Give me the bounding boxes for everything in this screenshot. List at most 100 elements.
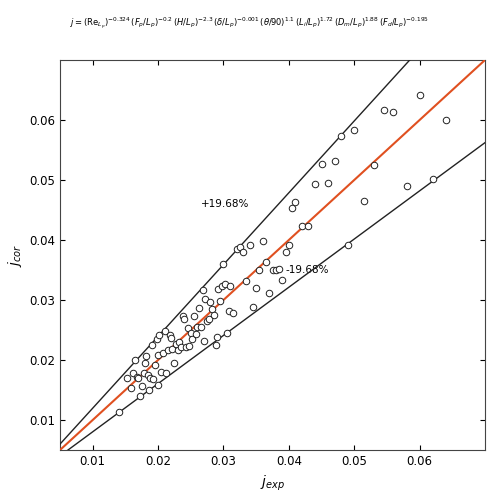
Point <box>200 337 208 345</box>
Point <box>160 348 168 356</box>
Point <box>224 306 232 314</box>
Point <box>330 156 338 164</box>
Point <box>138 382 145 390</box>
Point <box>272 266 280 274</box>
Point <box>129 369 137 377</box>
Point <box>249 302 257 310</box>
Y-axis label: $j_{cor}$: $j_{cor}$ <box>6 244 24 266</box>
Point <box>292 198 300 206</box>
Point <box>350 126 358 134</box>
Point <box>246 242 254 250</box>
Point <box>141 360 149 368</box>
Point <box>268 266 276 274</box>
Point <box>252 284 260 292</box>
Point <box>298 222 306 230</box>
Point <box>239 248 247 256</box>
Point <box>148 342 156 349</box>
Point <box>187 329 195 337</box>
Point <box>390 108 398 116</box>
Point <box>177 344 185 351</box>
Point <box>242 278 250 285</box>
Point <box>232 244 240 252</box>
Point <box>275 266 283 274</box>
Point <box>370 162 378 170</box>
Point <box>318 160 326 168</box>
Point <box>221 280 229 288</box>
Point <box>149 376 157 384</box>
Point <box>144 372 152 380</box>
Point <box>184 324 192 332</box>
Point <box>278 276 286 284</box>
Point <box>126 384 134 392</box>
Point <box>180 315 188 323</box>
Point <box>164 346 172 354</box>
Point <box>166 331 174 339</box>
Point <box>402 182 410 190</box>
Point <box>282 248 290 256</box>
Point <box>203 316 211 324</box>
Point <box>265 290 273 298</box>
X-axis label: $j_{exp}$: $j_{exp}$ <box>260 474 285 492</box>
Point <box>285 242 293 250</box>
Point <box>167 334 175 342</box>
Point <box>142 352 150 360</box>
Point <box>220 260 228 268</box>
Point <box>172 340 180 348</box>
Point <box>154 381 162 389</box>
Point <box>218 282 226 290</box>
Point <box>188 334 196 342</box>
Point <box>262 258 270 266</box>
Point <box>214 284 222 292</box>
Point <box>186 342 194 350</box>
Text: +19.68%: +19.68% <box>200 199 249 209</box>
Point <box>212 341 220 349</box>
Text: $j = (\mathrm{Re}_{L_p})^{-0.324}\,(F_p/L_p)^{-0.2}\,(H/L_p)^{-2.3}\,(\delta/L_p: $j = (\mathrm{Re}_{L_p})^{-0.324}\,(F_p/… <box>70 15 430 31</box>
Point <box>151 362 159 370</box>
Point <box>304 222 312 230</box>
Point <box>190 312 198 320</box>
Point <box>134 374 142 382</box>
Point <box>230 309 237 317</box>
Point <box>145 386 153 394</box>
Point <box>140 369 147 377</box>
Point <box>360 198 368 205</box>
Point <box>115 408 123 416</box>
Point <box>194 323 202 331</box>
Point <box>182 342 190 350</box>
Point <box>213 333 221 341</box>
Point <box>324 179 332 187</box>
Point <box>179 312 187 320</box>
Point <box>153 334 161 342</box>
Point <box>192 330 200 338</box>
Point <box>380 106 388 114</box>
Point <box>136 392 144 400</box>
Text: -19.68%: -19.68% <box>286 265 329 275</box>
Point <box>311 180 319 188</box>
Point <box>160 328 168 336</box>
Point <box>194 304 202 312</box>
Point <box>168 344 176 352</box>
Point <box>205 314 213 322</box>
Point <box>344 242 351 250</box>
Point <box>131 356 139 364</box>
Point <box>210 312 218 320</box>
Point <box>198 286 206 294</box>
Point <box>256 266 264 274</box>
Point <box>196 323 204 331</box>
Point <box>175 338 183 346</box>
Point <box>122 374 130 382</box>
Point <box>337 132 345 140</box>
Point <box>156 331 164 339</box>
Point <box>428 174 436 182</box>
Point <box>170 358 178 366</box>
Point <box>158 368 166 376</box>
Point <box>154 350 162 358</box>
Point <box>146 374 154 382</box>
Point <box>201 296 209 304</box>
Point <box>206 298 214 306</box>
Point <box>226 282 234 290</box>
Point <box>133 374 141 382</box>
Point <box>162 370 170 378</box>
Point <box>416 91 424 99</box>
Point <box>216 297 224 305</box>
